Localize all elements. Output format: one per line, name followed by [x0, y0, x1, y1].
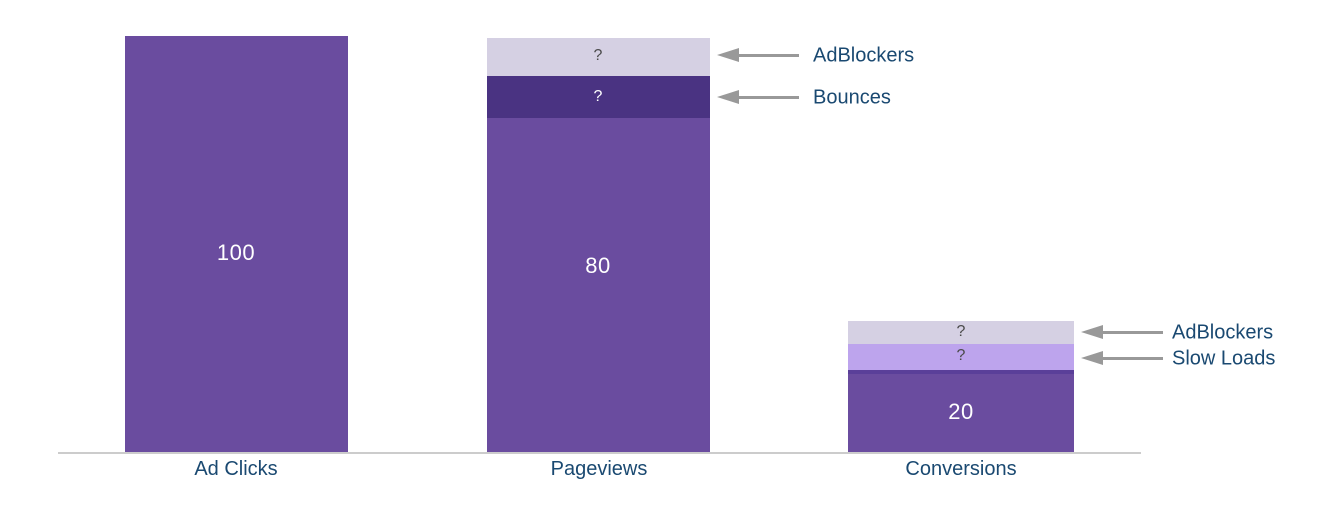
- bar-conversions-adblockers: [848, 321, 1074, 344]
- category-label-conversions: Conversions: [905, 458, 1017, 480]
- bar-conversions-value-label: 20: [948, 399, 974, 424]
- x-axis-baseline: [58, 452, 1141, 454]
- bar-conversions-slowloads-label: ?: [956, 347, 966, 364]
- bar-pageviews-adblockers: [487, 38, 710, 76]
- bar-conversions-adblockers-label: ?: [956, 323, 966, 340]
- left-arrowhead-icon: [717, 90, 739, 104]
- bar-conversions-slowloads: [848, 344, 1074, 370]
- arrow-shaft: [1103, 356, 1163, 360]
- arrow-shaft: [739, 95, 799, 99]
- adblockers-conversions-callout-label: AdBlockers: [1172, 321, 1274, 344]
- bounces-pageviews-callout-label: Bounces: [813, 86, 891, 109]
- bar-pageviews-value-label: 80: [585, 253, 611, 278]
- bar-conversions-main: [848, 370, 1074, 453]
- bar-pageviews-adblockers-label: ?: [593, 47, 603, 64]
- bar-pageviews-bounces: [487, 76, 710, 118]
- left-arrowhead-icon: [1081, 325, 1103, 339]
- bar-pageviews-main: [487, 118, 710, 453]
- slowloads-conversions-callout-label: Slow Loads: [1172, 347, 1276, 370]
- arrow-shaft: [739, 53, 799, 57]
- category-label-ad-clicks: Ad Clicks: [194, 458, 278, 480]
- adblockers-pageviews-callout-label: AdBlockers: [813, 44, 915, 67]
- bar-pageviews-bounces-label: ?: [593, 88, 603, 105]
- adblockers-conversions-arrow: [1081, 325, 1163, 339]
- adblockers-pageviews-arrow: [717, 48, 799, 62]
- arrow-shaft: [1103, 330, 1163, 334]
- left-arrowhead-icon: [1081, 351, 1103, 365]
- bounces-pageviews-arrow: [717, 90, 799, 104]
- category-label-pageviews: Pageviews: [550, 458, 648, 480]
- slowloads-conversions-arrow: [1081, 351, 1163, 365]
- bar-adclicks-value-label: 100: [216, 240, 256, 265]
- left-arrowhead-icon: [717, 48, 739, 62]
- bar-adclicks-main: [125, 36, 348, 453]
